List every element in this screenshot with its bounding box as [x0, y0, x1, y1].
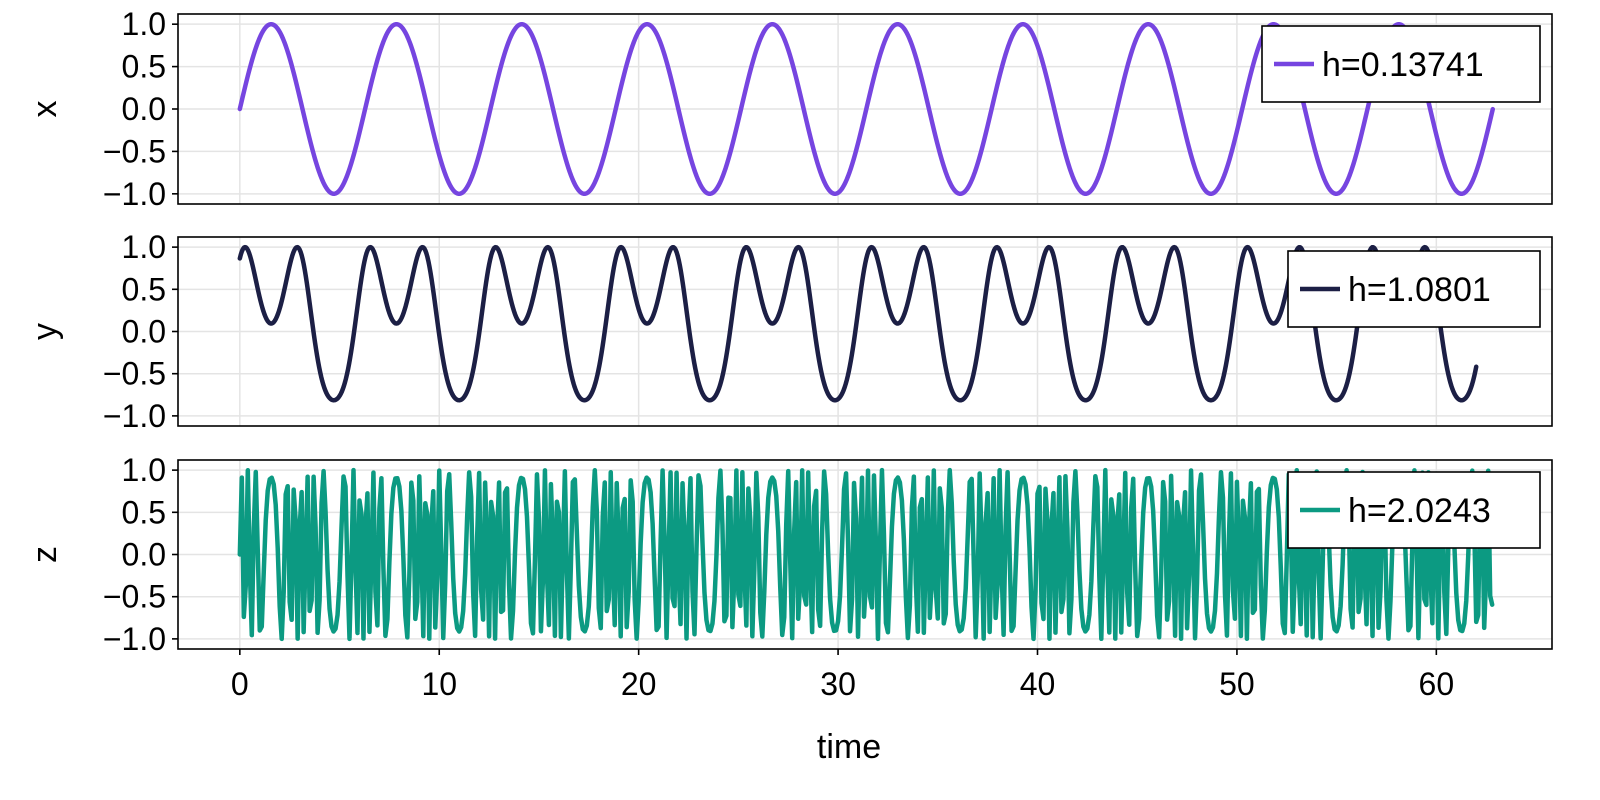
x-tick-label: 60 [1419, 666, 1455, 702]
y-tick-label: −0.5 [103, 579, 166, 615]
legend-label: h=0.13741 [1322, 46, 1484, 84]
legend: h=2.0243 [1287, 471, 1541, 549]
series-line [237, 244, 1479, 403]
x-tick-label: 0 [231, 666, 249, 702]
legend: h=1.0801 [1287, 250, 1541, 328]
y-tick-label: 0.5 [122, 271, 166, 307]
y-tick-label: 0.0 [122, 537, 166, 573]
y-tick-label: 0.0 [122, 91, 166, 127]
y-axis-label: y [26, 323, 64, 340]
y-tick-label: −0.5 [103, 356, 166, 392]
series-line [237, 467, 1495, 642]
y-tick-label: 1.0 [122, 6, 166, 42]
x-tick-label: 20 [621, 666, 657, 702]
x-tick-label: 50 [1219, 666, 1255, 702]
y-tick-label: 1.0 [122, 452, 166, 488]
y-tick-label: 1.0 [122, 229, 166, 265]
y-tick-label: 0.0 [122, 314, 166, 350]
y-tick-label: −1.0 [103, 621, 166, 657]
y-tick-label: 0.5 [122, 494, 166, 530]
panel-x: 1.0 0.5 0.0 −0.5 −1.0 x h=0.13741 [26, 6, 1553, 212]
y-tick-label: −1.0 [103, 398, 166, 434]
legend-label: h=1.0801 [1348, 271, 1491, 309]
x-tick-label: 10 [421, 666, 457, 702]
x-axis-label: time [817, 728, 881, 766]
legend-label: h=2.0243 [1348, 492, 1491, 530]
x-tick-label: 40 [1020, 666, 1056, 702]
legend: h=0.13741 [1261, 25, 1541, 103]
panel-y: 1.0 0.5 0.0 −0.5 −1.0 y h=1.0801 [26, 229, 1553, 434]
y-tick-label: −0.5 [103, 133, 166, 169]
y-axis-label: z [26, 546, 64, 563]
y-tick-label: −1.0 [103, 176, 166, 212]
panel-z: 1.0 0.5 0.0 −0.5 −1.0 0 10 20 30 40 50 60 z time h=2.0… [26, 452, 1553, 766]
y-tick-label: 0.5 [122, 49, 166, 85]
x-tick-label: 30 [820, 666, 856, 702]
y-axis-label: x [26, 101, 64, 118]
